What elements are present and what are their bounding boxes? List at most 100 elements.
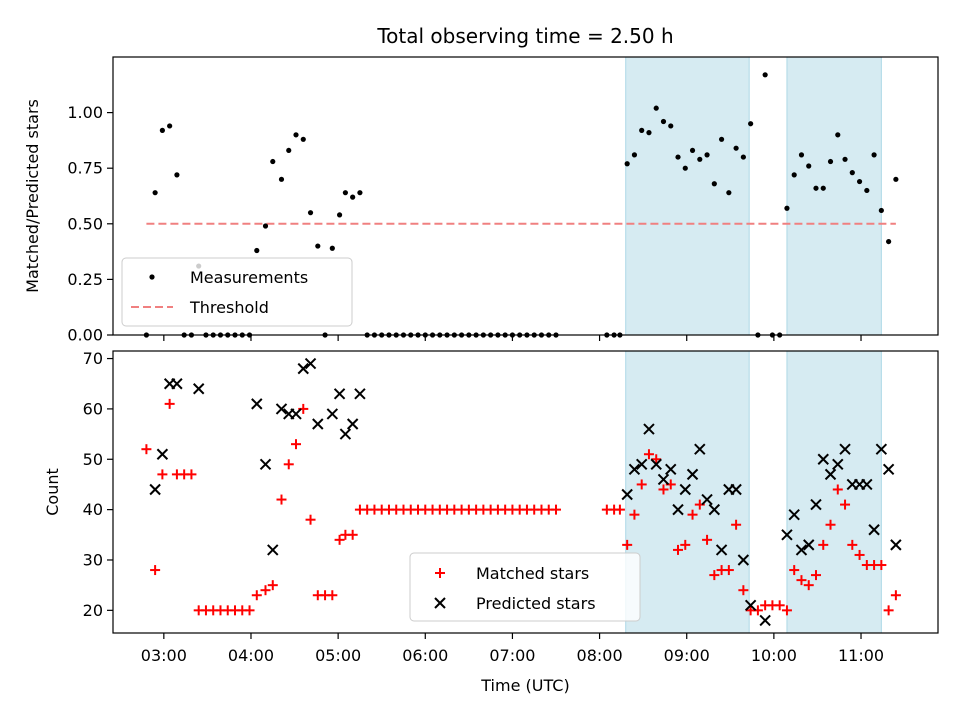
- predicted-star-point: [275, 403, 288, 415]
- predicted-star-point: [621, 488, 633, 501]
- x-tick-label: 04:00: [228, 646, 274, 665]
- legend-label-measurements: Measurements: [190, 268, 308, 287]
- measurement-point: [726, 190, 732, 196]
- matched-star-point: [267, 580, 278, 591]
- predicted-star-point: [882, 463, 895, 476]
- measurement-point: [270, 158, 276, 165]
- measurement-point: [167, 123, 173, 129]
- predicted-star-point: [192, 383, 205, 395]
- x-tick-label: 03:00: [141, 646, 187, 665]
- top-y-axis-label: Matched/Predicted stars: [23, 99, 42, 293]
- predicted-star-point: [171, 378, 183, 390]
- matched-star-point: [260, 585, 271, 596]
- predicted-star-point: [354, 388, 366, 400]
- measurement-point: [806, 163, 812, 169]
- matched-star-point: [723, 565, 734, 576]
- y-tick-label: 60: [83, 399, 103, 418]
- x-axis-label: Time (UTC): [480, 676, 569, 695]
- y-tick-label: 0.25: [67, 270, 103, 289]
- predicted-star-point: [832, 458, 844, 471]
- top-panel: 0.00 0.25 0.50 0.75 1.00 Matched/Predicted s…: [23, 56, 939, 345]
- measurement-point: [262, 223, 269, 229]
- predicted-star-point: [759, 614, 771, 627]
- matched-star-point: [854, 549, 865, 560]
- matched-star-point: [150, 565, 161, 576]
- matched-star-point: [774, 600, 785, 611]
- x-tick-label: 11:00: [838, 646, 884, 665]
- measurement-point: [336, 212, 343, 218]
- matched-star-point: [283, 459, 294, 470]
- measurement-point: [307, 210, 314, 216]
- measurement-point: [278, 176, 285, 182]
- predicted-star-point: [326, 408, 339, 420]
- matched-star-point: [709, 570, 720, 581]
- measurement-point: [820, 185, 826, 191]
- x-tick-label: 07:00: [489, 646, 535, 665]
- matched-star-point: [883, 605, 894, 616]
- measurement-point: [631, 152, 638, 158]
- matched-star-point: [818, 539, 829, 550]
- matched-star-point: [244, 605, 255, 616]
- predicted-star-point: [149, 483, 161, 496]
- top-legend: Measurements Threshold: [121, 257, 353, 327]
- matched-star-point: [825, 519, 836, 530]
- predicted-star-point: [312, 418, 324, 430]
- predicted-star-point: [339, 428, 352, 440]
- legend-marker-predicted: [434, 597, 446, 609]
- measurement-point: [293, 132, 299, 138]
- measurement-point: [835, 132, 841, 138]
- predicted-star-point: [824, 468, 837, 481]
- matched-star-point: [789, 565, 800, 576]
- predicted-star-point: [715, 544, 728, 556]
- measurement-point: [733, 145, 739, 151]
- measurement-point: [711, 181, 717, 187]
- matched-star-point: [781, 605, 792, 616]
- top-shaded-intervals: [625, 56, 882, 336]
- measurement-point: [357, 190, 363, 196]
- measurement-point: [740, 154, 746, 160]
- matched-star-point: [731, 519, 742, 530]
- predicted-star-point: [686, 468, 699, 481]
- matched-star-point: [614, 504, 625, 515]
- predicted-star-point: [694, 443, 706, 455]
- predicted-star-point: [643, 423, 655, 435]
- matched-star-point: [305, 514, 316, 525]
- legend-marker-measurements: [149, 274, 155, 280]
- y-tick-label: 50: [83, 450, 103, 469]
- measurement-point: [174, 172, 180, 178]
- measurement-point: [660, 118, 667, 125]
- matched-star-point: [651, 454, 662, 465]
- shaded-interval: [625, 56, 750, 336]
- measurement-point: [871, 152, 877, 158]
- matched-star-point: [680, 539, 691, 550]
- y-tick-label: 1.00: [67, 103, 103, 122]
- matched-star-point: [276, 494, 287, 505]
- matched-star-point: [673, 544, 684, 555]
- matched-star-point: [687, 509, 698, 520]
- measurement-point: [697, 156, 703, 162]
- predicted-star-point: [810, 498, 822, 511]
- measurement-point: [856, 178, 863, 185]
- matched-star-point: [141, 444, 152, 455]
- matched-star-point: [291, 439, 302, 450]
- measurement-point: [315, 243, 321, 249]
- predicted-star-point: [297, 362, 309, 375]
- predicted-star-point: [657, 473, 670, 486]
- matched-star-point: [643, 449, 654, 460]
- matched-star-point: [157, 469, 168, 480]
- bottom-plot-frame: [112, 350, 939, 634]
- legend-label-predicted: Predicted stars: [476, 594, 596, 613]
- measurement-point: [689, 147, 696, 154]
- measurement-point: [849, 170, 855, 176]
- predicted-star-point: [251, 398, 263, 410]
- top-y-ticks: 0.00 0.25 0.50 0.75 1.00: [67, 103, 113, 345]
- matched-star-point: [840, 499, 851, 510]
- measurement-point: [350, 194, 356, 200]
- measurement-point: [878, 207, 884, 214]
- y-tick-label: 40: [83, 500, 103, 519]
- matched-star-point: [334, 534, 345, 545]
- y-tick-label: 20: [83, 601, 103, 620]
- predicted-star-point: [781, 529, 793, 541]
- x-tick-label: 10:00: [751, 646, 797, 665]
